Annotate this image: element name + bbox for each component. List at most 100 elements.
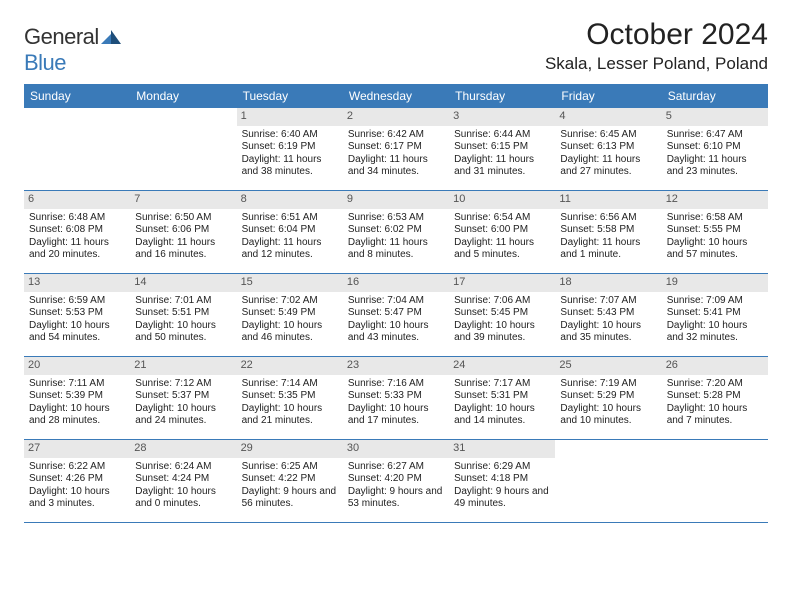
calendar-cell: 21Sunrise: 7:12 AMSunset: 5:37 PMDayligh…	[130, 357, 236, 439]
day-number: 27	[24, 440, 130, 458]
sunset-line: Sunset: 5:45 PM	[454, 307, 550, 320]
calendar-cell: 14Sunrise: 7:01 AMSunset: 5:51 PMDayligh…	[130, 274, 236, 356]
calendar-cell: 16Sunrise: 7:04 AMSunset: 5:47 PMDayligh…	[343, 274, 449, 356]
day-number: 30	[343, 440, 449, 458]
daylight-line: Daylight: 10 hours and 21 minutes.	[242, 403, 338, 428]
sunset-line: Sunset: 5:29 PM	[560, 390, 656, 403]
calendar-weeks: 1Sunrise: 6:40 AMSunset: 6:19 PMDaylight…	[24, 108, 768, 523]
day-header: Sunday	[24, 84, 130, 108]
calendar-cell: 6Sunrise: 6:48 AMSunset: 6:08 PMDaylight…	[24, 191, 130, 273]
calendar-cell: 4Sunrise: 6:45 AMSunset: 6:13 PMDaylight…	[555, 108, 661, 190]
day-number: 9	[343, 191, 449, 209]
day-header: Tuesday	[237, 84, 343, 108]
sunrise-line: Sunrise: 6:42 AM	[348, 129, 444, 142]
day-header: Monday	[130, 84, 236, 108]
day-number: 21	[130, 357, 236, 375]
daylight-line: Daylight: 9 hours and 53 minutes.	[348, 486, 444, 511]
sunrise-line: Sunrise: 7:01 AM	[135, 295, 231, 308]
calendar-cell	[662, 440, 768, 522]
sunrise-line: Sunrise: 6:24 AM	[135, 461, 231, 474]
day-number: 4	[555, 108, 661, 126]
sunrise-line: Sunrise: 6:53 AM	[348, 212, 444, 225]
day-number: 14	[130, 274, 236, 292]
sunset-line: Sunset: 5:53 PM	[29, 307, 125, 320]
day-number: 23	[343, 357, 449, 375]
daylight-line: Daylight: 10 hours and 35 minutes.	[560, 320, 656, 345]
sunset-line: Sunset: 6:06 PM	[135, 224, 231, 237]
sunset-line: Sunset: 6:17 PM	[348, 141, 444, 154]
daylight-line: Daylight: 10 hours and 14 minutes.	[454, 403, 550, 428]
daylight-line: Daylight: 10 hours and 39 minutes.	[454, 320, 550, 345]
page-header: GeneralBlue October 2024 Skala, Lesser P…	[24, 18, 768, 76]
calendar-cell: 11Sunrise: 6:56 AMSunset: 5:58 PMDayligh…	[555, 191, 661, 273]
day-header: Wednesday	[343, 84, 449, 108]
day-number: 31	[449, 440, 555, 458]
day-header: Thursday	[449, 84, 555, 108]
daylight-line: Daylight: 10 hours and 0 minutes.	[135, 486, 231, 511]
calendar-week: 27 Sunrise: 6:22 AMSunset: 4:26 PM Dayligh…	[24, 440, 768, 523]
sunset-line: Sunset: 4:20 PM	[348, 473, 444, 486]
daylight-line: Daylight: 10 hours and 10 minutes.	[560, 403, 656, 428]
day-number: 5	[662, 108, 768, 126]
calendar-cell: 9 Sunrise: 6:53 AMSunset: 6:02 PMDaylight…	[343, 191, 449, 273]
calendar-cell: 8Sunrise: 6:51 AMSunset: 6:04 PMDaylight…	[237, 191, 343, 273]
day-number: 18	[555, 274, 661, 292]
daylight-line: Daylight: 11 hours and 8 minutes.	[348, 237, 444, 262]
calendar-cell: 29Sunrise: 6:25 AMSunset: 4:22 PMDayligh…	[237, 440, 343, 522]
sunset-line: Sunset: 4:18 PM	[454, 473, 550, 486]
calendar-week: 1Sunrise: 6:40 AMSunset: 6:19 PMDaylight…	[24, 108, 768, 191]
sunrise-line: Sunrise: 6:44 AM	[454, 129, 550, 142]
sunset-line: Sunset: 5:55 PM	[667, 224, 763, 237]
sunset-line: Sunset: 5:41 PM	[667, 307, 763, 320]
calendar-cell	[555, 440, 661, 522]
day-number: 12	[662, 191, 768, 209]
sunset-line: Sunset: 5:47 PM	[348, 307, 444, 320]
calendar-cell: 22Sunrise: 7:14 AMSunset: 5:35 PMDayligh…	[237, 357, 343, 439]
day-number: 15	[237, 274, 343, 292]
daylight-line: Daylight: 10 hours and 57 minutes.	[667, 237, 763, 262]
daylight-line: Daylight: 11 hours and 38 minutes.	[242, 154, 338, 179]
daylight-line: Daylight: 11 hours and 5 minutes.	[454, 237, 550, 262]
sunrise-line: Sunrise: 6:58 AM	[667, 212, 763, 225]
daylight-line: Daylight: 10 hours and 46 minutes.	[242, 320, 338, 345]
day-number: 24	[449, 357, 555, 375]
sunrise-line: Sunrise: 7:02 AM	[242, 295, 338, 308]
sunset-line: Sunset: 6:15 PM	[454, 141, 550, 154]
sunrise-line: Sunrise: 6:22 AM	[29, 461, 125, 474]
daylight-line: Daylight: 10 hours and 7 minutes.	[667, 403, 763, 428]
daylight-line: Daylight: 10 hours and 54 minutes.	[29, 320, 125, 345]
sunset-line: Sunset: 6:02 PM	[348, 224, 444, 237]
sunset-line: Sunset: 4:24 PM	[135, 473, 231, 486]
sunrise-line: Sunrise: 6:56 AM	[560, 212, 656, 225]
sunrise-line: Sunrise: 7:11 AM	[29, 378, 125, 391]
month-title: October 2024	[545, 18, 768, 52]
calendar-week: 6Sunrise: 6:48 AMSunset: 6:08 PMDaylight…	[24, 191, 768, 274]
calendar-cell: 26Sunrise: 7:20 AMSunset: 5:28 PMDayligh…	[662, 357, 768, 439]
sunset-line: Sunset: 6:08 PM	[29, 224, 125, 237]
sunset-line: Sunset: 4:26 PM	[29, 473, 125, 486]
day-number: 22	[237, 357, 343, 375]
sunset-line: Sunset: 6:04 PM	[242, 224, 338, 237]
sunset-line: Sunset: 5:58 PM	[560, 224, 656, 237]
sunrise-line: Sunrise: 7:09 AM	[667, 295, 763, 308]
day-header: Saturday	[662, 84, 768, 108]
calendar-week: 13Sunrise: 6:59 AMSunset: 5:53 PMDayligh…	[24, 274, 768, 357]
calendar-cell: 5Sunrise: 6:47 AMSunset: 6:10 PMDaylight…	[662, 108, 768, 190]
daylight-line: Daylight: 11 hours and 16 minutes.	[135, 237, 231, 262]
daylight-line: Daylight: 9 hours and 49 minutes.	[454, 486, 550, 511]
calendar-cell: 24Sunrise: 7:17 AMSunset: 5:31 PMDayligh…	[449, 357, 555, 439]
sunrise-line: Sunrise: 6:50 AM	[135, 212, 231, 225]
calendar-cell: 1Sunrise: 6:40 AMSunset: 6:19 PMDaylight…	[237, 108, 343, 190]
brand-part1: General	[24, 24, 99, 49]
calendar-cell: 2Sunrise: 6:42 AMSunset: 6:17 PMDaylight…	[343, 108, 449, 190]
calendar-cell: 12 Sunrise: 6:58 AMSunset: 5:55 PMDayligh…	[662, 191, 768, 273]
sunset-line: Sunset: 5:35 PM	[242, 390, 338, 403]
sunrise-line: Sunrise: 6:25 AM	[242, 461, 338, 474]
calendar-cell: 19Sunrise: 7:09 AMSunset: 5:41 PMDayligh…	[662, 274, 768, 356]
daylight-line: Daylight: 10 hours and 17 minutes.	[348, 403, 444, 428]
sunrise-line: Sunrise: 7:16 AM	[348, 378, 444, 391]
sunset-line: Sunset: 5:39 PM	[29, 390, 125, 403]
calendar-week: 20Sunrise: 7:11 AMSunset: 5:39 PMDayligh…	[24, 357, 768, 440]
day-number: 1	[237, 108, 343, 126]
sunset-line: Sunset: 5:37 PM	[135, 390, 231, 403]
